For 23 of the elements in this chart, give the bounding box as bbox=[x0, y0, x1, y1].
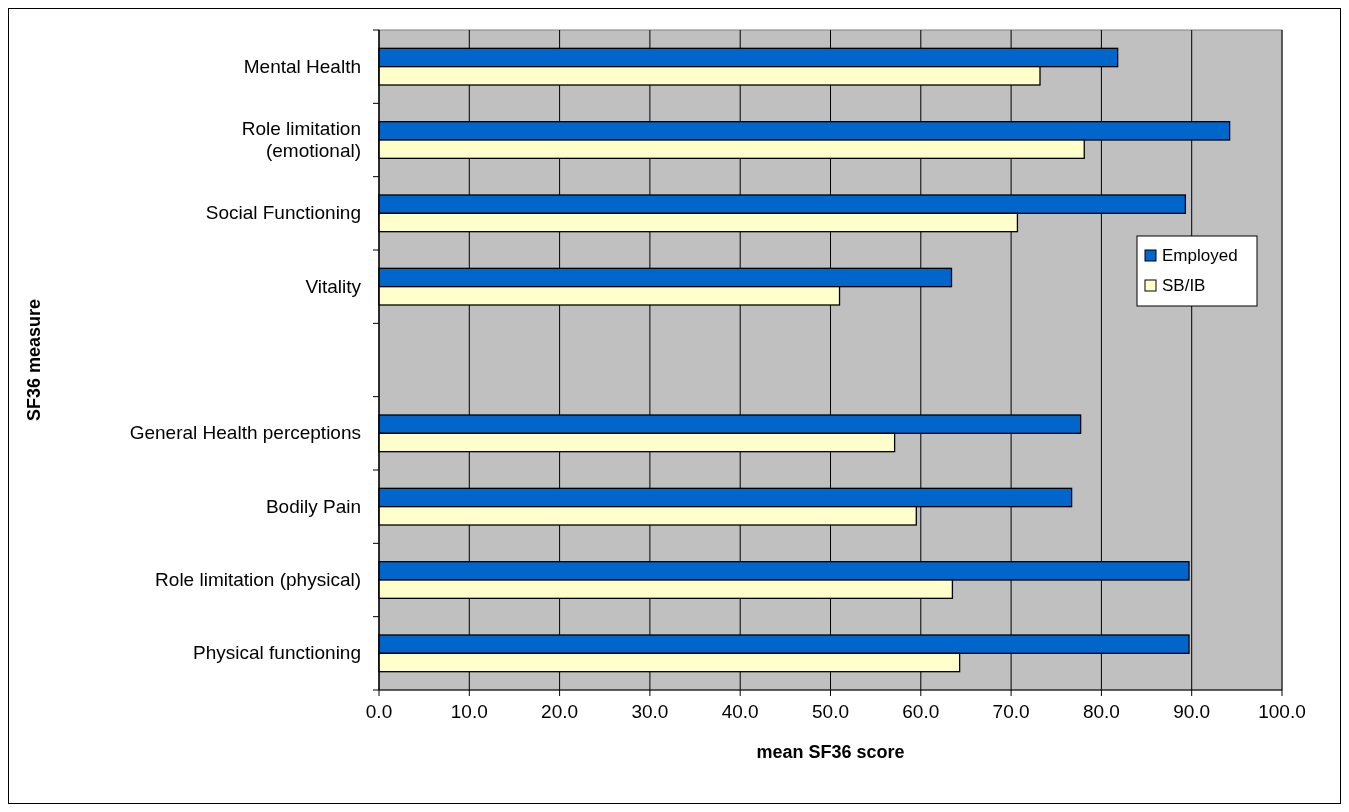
x-tick-label: 40.0 bbox=[721, 701, 759, 722]
y-tick-label: Bodily Pain bbox=[265, 495, 361, 517]
x-tick-label: 80.0 bbox=[1082, 701, 1120, 722]
y-tick-label: Social Functioning bbox=[205, 202, 361, 224]
x-tick-label: 90.0 bbox=[1173, 701, 1211, 722]
y-tick-label: Role limitation (physical) bbox=[155, 569, 361, 590]
y-tick-label: Vitality bbox=[305, 275, 362, 297]
x-tick-label: 50.0 bbox=[812, 701, 849, 722]
y-tick-label: Physical functioning bbox=[193, 642, 361, 664]
y-tick-label: Role limitation (emotional) bbox=[241, 118, 361, 161]
legend-label: Employed bbox=[1162, 246, 1238, 265]
y-axis-title: SF36 measure bbox=[24, 298, 44, 422]
x-tick-label: 10.0 bbox=[450, 701, 488, 722]
y-tick-label: Mental Health bbox=[243, 55, 361, 77]
x-tick-label: 70.0 bbox=[992, 701, 1030, 722]
x-tick-label: 20.0 bbox=[541, 701, 579, 722]
x-tick-label: 30.0 bbox=[631, 701, 669, 722]
y-tick-label: General Health perceptions bbox=[129, 422, 361, 444]
x-axis-title: mean SF36 score bbox=[756, 742, 905, 762]
x-tick-label: 100.0 bbox=[1258, 701, 1306, 722]
legend-label: SB/IB bbox=[1162, 276, 1206, 295]
x-tick-label: 60.0 bbox=[902, 701, 940, 722]
x-tick-label: 0.0 bbox=[365, 701, 393, 722]
